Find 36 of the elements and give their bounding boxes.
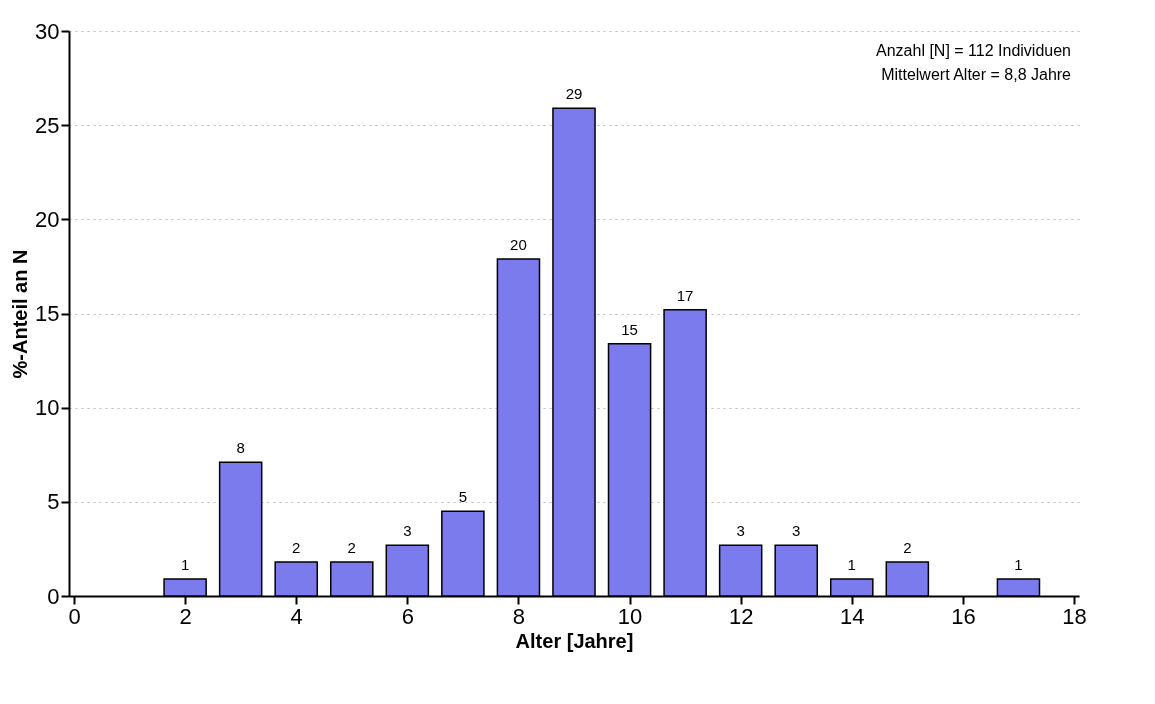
annotation: 2 [347, 539, 356, 557]
y-tick-label: 25 [35, 112, 60, 138]
x-tick-label: 4 [290, 603, 303, 629]
x-tick-label: 12 [728, 603, 754, 629]
annotation: 3 [736, 522, 745, 540]
annotation: 2 [903, 539, 912, 557]
annotation: 15 [621, 320, 638, 338]
x-tick-label: 0 [68, 603, 81, 629]
x-tick-label: 14 [840, 603, 865, 629]
y-tick-label: 20 [35, 206, 60, 232]
y-axis-title: %-Anteil an N [9, 249, 32, 379]
annotation: 1 [180, 556, 190, 574]
annotation: 1 [847, 556, 856, 574]
y-tick-label: 0 [47, 583, 60, 609]
y-tick-label: 5 [47, 489, 60, 515]
annotation: 20 [510, 235, 527, 253]
x-tick-label: 6 [401, 603, 414, 629]
y-tick-label: 15 [35, 301, 60, 326]
annotation: 3 [792, 522, 801, 540]
y-tick-label: 10 [35, 395, 60, 421]
annotation: Mittelwert Alter = 8,8 Jahre [881, 66, 1072, 83]
x-tick-label: 16 [951, 603, 976, 629]
x-tick-label: 10 [617, 603, 643, 629]
x-tick-label: 2 [179, 603, 192, 629]
annotation: 5 [458, 488, 468, 506]
annotation: 17 [676, 286, 694, 304]
annotation: 2 [292, 539, 301, 557]
x-tick-label: 8 [512, 603, 526, 629]
annotation: 8 [236, 439, 245, 457]
x-tick-label: 18 [1062, 603, 1087, 629]
x-axis-title: Alter [Jahre] [515, 629, 634, 652]
annotation: 1 [1014, 556, 1023, 574]
annotation: Anzahl [N] = 112 Individuen [876, 42, 1071, 59]
annotation: 3 [403, 522, 412, 540]
annotation: 29 [565, 85, 583, 103]
y-tick-label: 30 [35, 18, 60, 44]
